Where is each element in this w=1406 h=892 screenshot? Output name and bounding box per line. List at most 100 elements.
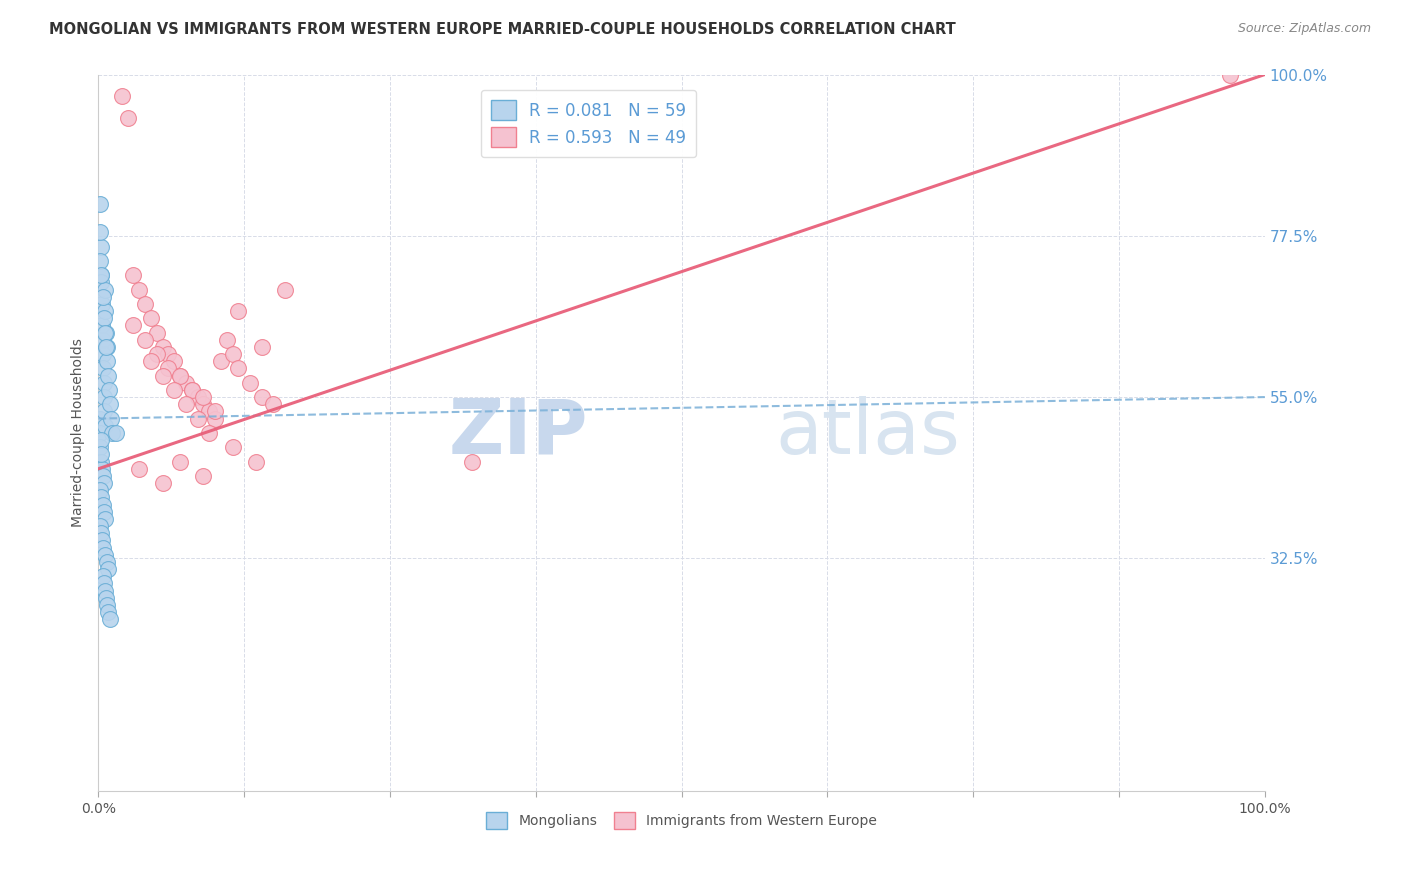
Point — [94, 583, 117, 598]
Point — [180, 383, 202, 397]
Point — [91, 333, 114, 347]
Point — [93, 576, 115, 591]
Point — [157, 361, 180, 376]
Point — [193, 469, 215, 483]
Point — [101, 425, 124, 440]
Point — [91, 347, 114, 361]
Point — [209, 354, 232, 368]
Point — [134, 333, 156, 347]
Point — [93, 505, 115, 519]
Point — [89, 196, 111, 211]
Point — [97, 368, 120, 383]
Point — [152, 340, 174, 354]
Point — [94, 304, 117, 318]
Point — [169, 454, 191, 468]
Point — [122, 318, 145, 333]
Point — [100, 411, 122, 425]
Point — [215, 333, 238, 347]
Point — [89, 225, 111, 239]
Point — [89, 253, 111, 268]
Point — [93, 404, 115, 418]
Point — [89, 425, 111, 440]
Point — [89, 440, 111, 454]
Point — [98, 397, 121, 411]
Point — [90, 526, 112, 541]
Y-axis label: Married-couple Households: Married-couple Households — [72, 338, 86, 527]
Point — [94, 591, 117, 605]
Point — [221, 440, 243, 454]
Point — [96, 555, 118, 569]
Point — [139, 354, 162, 368]
Point — [460, 454, 482, 468]
Point — [89, 519, 111, 533]
Point — [90, 433, 112, 447]
Point — [93, 376, 115, 390]
Point — [1219, 68, 1241, 82]
Point — [90, 533, 112, 548]
Point — [90, 447, 112, 461]
Point — [262, 397, 284, 411]
Point — [93, 476, 115, 491]
Point — [91, 361, 114, 376]
Point — [111, 89, 134, 103]
Point — [96, 354, 118, 368]
Point — [94, 340, 117, 354]
Point — [97, 383, 120, 397]
Point — [93, 311, 115, 326]
Point — [90, 276, 112, 290]
Point — [90, 461, 112, 475]
Point — [274, 283, 297, 297]
Point — [152, 476, 174, 491]
Point — [169, 368, 191, 383]
Point — [90, 268, 112, 283]
Text: atlas: atlas — [775, 396, 960, 470]
Point — [250, 390, 273, 404]
Point — [228, 304, 250, 318]
Text: ZIP: ZIP — [449, 396, 588, 470]
Point — [221, 347, 243, 361]
Point — [193, 390, 215, 404]
Point — [91, 498, 114, 512]
Point — [250, 340, 273, 354]
Point — [228, 361, 250, 376]
Point — [104, 425, 127, 440]
Point — [239, 376, 262, 390]
Point — [90, 491, 112, 505]
Point — [91, 541, 114, 555]
Point — [96, 598, 118, 612]
Point — [94, 326, 117, 340]
Point — [91, 569, 114, 583]
Point — [187, 390, 209, 404]
Point — [122, 268, 145, 283]
Point — [139, 311, 162, 326]
Point — [198, 404, 221, 418]
Point — [169, 368, 191, 383]
Point — [96, 340, 118, 354]
Point — [90, 268, 112, 283]
Point — [157, 347, 180, 361]
Point — [91, 290, 114, 304]
Point — [180, 383, 202, 397]
Point — [163, 354, 186, 368]
Point — [94, 283, 117, 297]
Point — [198, 425, 221, 440]
Legend: Mongolians, Immigrants from Western Europe: Mongolians, Immigrants from Western Euro… — [481, 806, 883, 835]
Point — [163, 383, 186, 397]
Point — [89, 483, 111, 498]
Point — [134, 297, 156, 311]
Point — [204, 411, 226, 425]
Point — [245, 454, 267, 468]
Point — [90, 297, 112, 311]
Point — [94, 512, 117, 526]
Text: MONGOLIAN VS IMMIGRANTS FROM WESTERN EUROPE MARRIED-COUPLE HOUSEHOLDS CORRELATIO: MONGOLIAN VS IMMIGRANTS FROM WESTERN EUR… — [49, 22, 956, 37]
Point — [94, 548, 117, 562]
Point — [174, 397, 197, 411]
Point — [97, 562, 120, 576]
Point — [187, 411, 209, 425]
Point — [117, 111, 139, 125]
Point — [90, 318, 112, 333]
Point — [90, 454, 112, 468]
Point — [91, 469, 114, 483]
Point — [94, 326, 117, 340]
Point — [93, 390, 115, 404]
